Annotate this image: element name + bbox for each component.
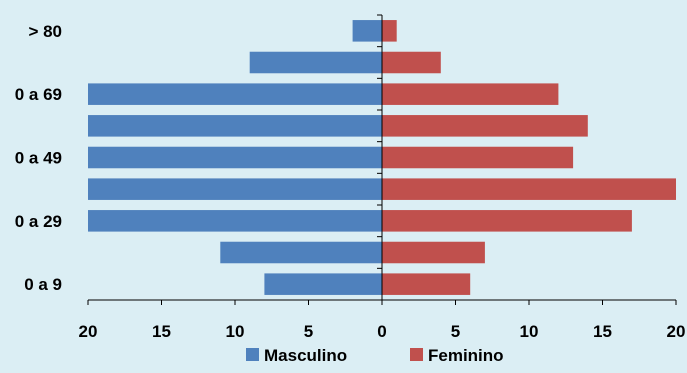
y-tick-label-6: 0 a 69 <box>15 85 62 104</box>
y-tick-label-4: 0 a 49 <box>15 149 62 168</box>
legend-label-masculino: Masculino <box>264 346 347 365</box>
bar-masculino-0 <box>264 273 382 295</box>
bar-feminino-0 <box>382 273 471 295</box>
bar-feminino-5 <box>382 115 588 137</box>
x-tick-labels: 20 15 10 5 0 5 10 15 20 <box>79 322 686 341</box>
bar-masculino-1 <box>220 241 382 264</box>
legend-label-feminino: Feminino <box>428 346 504 365</box>
bar-masculino-4 <box>88 146 382 169</box>
x-tick-label-2: 10 <box>226 322 245 341</box>
x-tick-label-6: 10 <box>520 322 539 341</box>
axes-layer <box>87 14 677 305</box>
x-tick-label-7: 15 <box>593 322 612 341</box>
legend: Masculino Feminino <box>246 346 504 365</box>
bar-feminino-1 <box>382 241 485 264</box>
legend-swatch-feminino <box>410 348 423 361</box>
bar-masculino-7 <box>249 51 382 74</box>
x-tick-label-5: 5 <box>451 322 460 341</box>
bars-layer <box>88 20 676 295</box>
x-tick-label-4: 0 <box>377 322 386 341</box>
bar-feminino-7 <box>382 51 441 74</box>
bar-masculino-6 <box>88 83 382 105</box>
bar-masculino-5 <box>88 115 382 137</box>
bar-feminino-4 <box>382 146 574 169</box>
bar-masculino-8 <box>352 20 382 42</box>
x-tick-label-8: 20 <box>667 322 686 341</box>
bar-masculino-2 <box>88 210 382 232</box>
x-tick-label-1: 15 <box>152 322 171 341</box>
x-tick-label-3: 5 <box>304 322 313 341</box>
y-tick-label-0: 0 a 9 <box>24 275 62 294</box>
y-tick-label-2: 0 a 29 <box>15 212 62 231</box>
bar-feminino-3 <box>382 178 676 200</box>
y-tick-label-8: > 80 <box>28 22 62 41</box>
x-tick-label-0: 20 <box>79 322 98 341</box>
legend-swatch-masculino <box>246 348 259 361</box>
bar-feminino-6 <box>382 83 559 105</box>
bar-feminino-8 <box>382 20 397 42</box>
bar-feminino-2 <box>382 210 632 232</box>
bar-masculino-3 <box>88 178 382 200</box>
y-tick-labels: 0 a 9 0 a 29 0 a 49 0 a 69 > 80 <box>15 22 62 294</box>
